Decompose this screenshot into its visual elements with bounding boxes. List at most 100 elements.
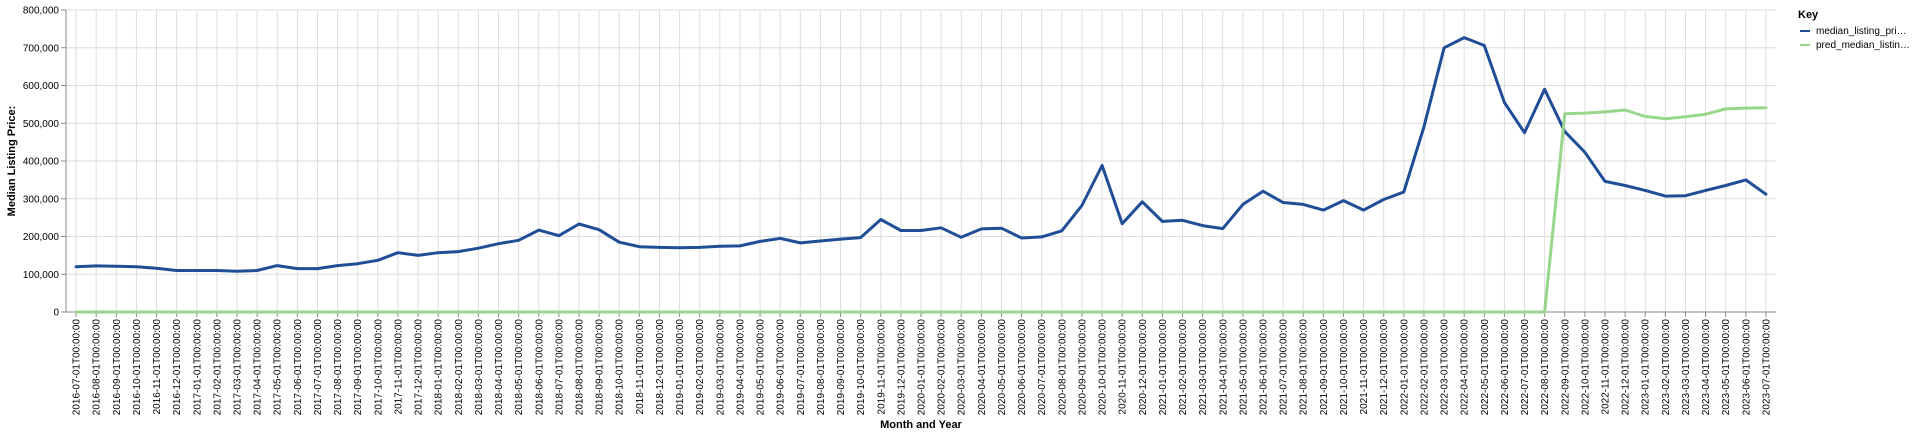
x-tick-label: 2020-04-01T00:00:00 xyxy=(977,319,988,416)
x-tick-label: 2020-02-01T00:00:00 xyxy=(937,319,948,416)
x-tick-label: 2022-01-01T00:00:00 xyxy=(1399,319,1410,416)
x-tick-label: 2017-01-01T00:00:00 xyxy=(192,319,203,416)
x-tick-label: 2017-09-01T00:00:00 xyxy=(353,319,364,416)
x-tick-label: 2019-01-01T00:00:00 xyxy=(675,319,686,416)
x-tick-label: 2022-04-01T00:00:00 xyxy=(1460,319,1471,416)
x-tick-label: 2021-10-01T00:00:00 xyxy=(1339,319,1350,416)
y-tick-label: 400,000 xyxy=(23,157,60,168)
x-tick-label: 2020-11-01T00:00:00 xyxy=(1118,319,1129,415)
x-tick-label: 2022-02-01T00:00:00 xyxy=(1419,319,1430,416)
x-tick-label: 2023-04-01T00:00:00 xyxy=(1701,319,1712,416)
x-tick-label: 2022-07-01T00:00:00 xyxy=(1520,319,1531,416)
y-tick-label: 300,000 xyxy=(23,194,60,205)
x-tick-label: 2016-11-01T00:00:00 xyxy=(152,319,163,415)
x-tick-label: 2017-12-01T00:00:00 xyxy=(414,319,425,416)
x-tick-label: 2018-09-01T00:00:00 xyxy=(595,319,606,416)
x-tick-label: 2019-07-01T00:00:00 xyxy=(796,319,807,416)
series-line-median-listing-price xyxy=(74,36,1768,273)
x-tick-label: 2023-03-01T00:00:00 xyxy=(1681,319,1692,416)
legend-label-pred-median-listing-price: pred_median_listin… xyxy=(1816,40,1910,51)
x-tick-label: 2018-05-01T00:00:00 xyxy=(514,319,525,416)
x-tick-label: 2020-09-01T00:00:00 xyxy=(1077,319,1088,416)
x-tick-label: 2021-08-01T00:00:00 xyxy=(1299,319,1310,416)
x-axis-title: Month and Year xyxy=(880,419,962,431)
x-tick-label: 2018-12-01T00:00:00 xyxy=(655,319,666,416)
x-tick-label: 2021-05-01T00:00:00 xyxy=(1238,319,1249,416)
x-tick-label: 2020-07-01T00:00:00 xyxy=(1037,319,1048,416)
y-axis-ticks: 0 100,000 200,000 300,000 400,000 500,000 600,… xyxy=(23,6,66,319)
x-tick-label: 2017-08-01T00:00:00 xyxy=(333,319,344,416)
x-tick-label: 2020-06-01T00:00:00 xyxy=(1017,319,1028,416)
x-tick-label: 2022-05-01T00:00:00 xyxy=(1480,319,1491,416)
x-tick-label: 2021-01-01T00:00:00 xyxy=(1158,319,1169,416)
x-tick-label: 2019-02-01T00:00:00 xyxy=(695,319,706,416)
x-tick-label: 2018-11-01T00:00:00 xyxy=(635,319,646,415)
x-tick-label: 2020-10-01T00:00:00 xyxy=(1098,319,1109,416)
x-tick-label: 2017-02-01T00:00:00 xyxy=(212,319,223,416)
x-axis-ticks: 2016-07-01T00:00:00 2016-08-01T00:00:00 20… xyxy=(72,312,1772,416)
series-line-pred-median-listing-price xyxy=(74,106,1768,314)
series-lines xyxy=(74,36,1768,314)
x-tick-label: 2018-03-01T00:00:00 xyxy=(474,319,485,416)
y-tick-label: 100,000 xyxy=(23,270,60,281)
x-tick-label: 2016-09-01T00:00:00 xyxy=(112,319,123,416)
x-tick-label: 2023-05-01T00:00:00 xyxy=(1721,319,1732,416)
y-tick-label: 800,000 xyxy=(23,6,60,17)
x-tick-label: 2021-12-01T00:00:00 xyxy=(1379,319,1390,416)
x-tick-label: 2017-05-01T00:00:00 xyxy=(273,319,284,416)
legend-title: Key xyxy=(1798,9,1819,21)
x-tick-label: 2022-10-01T00:00:00 xyxy=(1580,319,1591,416)
x-tick-label: 2021-06-01T00:00:00 xyxy=(1259,319,1270,416)
x-tick-label: 2016-08-01T00:00:00 xyxy=(92,319,103,416)
x-tick-label: 2023-02-01T00:00:00 xyxy=(1661,319,1672,416)
x-tick-label: 2016-07-01T00:00:00 xyxy=(72,319,83,416)
x-tick-label: 2021-03-01T00:00:00 xyxy=(1198,319,1209,416)
x-tick-label: 2021-07-01T00:00:00 xyxy=(1279,319,1290,416)
x-tick-label: 2023-06-01T00:00:00 xyxy=(1741,319,1752,416)
y-axis-title: Median Listing Price: xyxy=(6,106,18,217)
x-tick-label: 2018-02-01T00:00:00 xyxy=(454,319,465,416)
x-tick-label: 2019-09-01T00:00:00 xyxy=(836,319,847,416)
x-tick-label: 2019-08-01T00:00:00 xyxy=(816,319,827,416)
x-tick-label: 2018-08-01T00:00:00 xyxy=(575,319,586,416)
x-tick-label: 2019-03-01T00:00:00 xyxy=(715,319,726,416)
x-tick-label: 2019-11-01T00:00:00 xyxy=(876,319,887,415)
x-tick-label: 2017-03-01T00:00:00 xyxy=(233,319,244,416)
x-tick-label: 2018-06-01T00:00:00 xyxy=(534,319,545,416)
legend: Key median_listing_pri… pred_median_list… xyxy=(1798,9,1910,51)
x-tick-label: 2018-07-01T00:00:00 xyxy=(554,319,565,416)
y-tick-label: 700,000 xyxy=(23,43,60,54)
x-tick-label: 2020-12-01T00:00:00 xyxy=(1138,319,1149,416)
x-tick-label: 2022-11-01T00:00:00 xyxy=(1601,319,1612,415)
x-tick-label: 2023-07-01T00:00:00 xyxy=(1761,319,1772,416)
x-tick-label: 2019-05-01T00:00:00 xyxy=(756,319,767,416)
x-tick-label: 2022-06-01T00:00:00 xyxy=(1500,319,1511,416)
x-tick-label: 2019-04-01T00:00:00 xyxy=(735,319,746,416)
x-tick-label: 2022-08-01T00:00:00 xyxy=(1540,319,1551,416)
x-tick-label: 2018-01-01T00:00:00 xyxy=(434,319,445,416)
y-tick-label: 200,000 xyxy=(23,232,60,243)
x-tick-label: 2020-03-01T00:00:00 xyxy=(957,319,968,416)
x-tick-label: 2020-05-01T00:00:00 xyxy=(997,319,1008,416)
x-tick-label: 2016-10-01T00:00:00 xyxy=(132,319,143,416)
x-tick-label: 2019-10-01T00:00:00 xyxy=(856,319,867,416)
x-tick-label: 2022-09-01T00:00:00 xyxy=(1560,319,1571,416)
x-tick-label: 2017-10-01T00:00:00 xyxy=(373,319,384,416)
x-tick-label: 2021-11-01T00:00:00 xyxy=(1359,319,1370,415)
x-tick-label: 2019-06-01T00:00:00 xyxy=(776,319,787,416)
y-tick-label: 0 xyxy=(53,308,59,319)
x-tick-label: 2021-04-01T00:00:00 xyxy=(1218,319,1229,416)
x-tick-label: 2017-06-01T00:00:00 xyxy=(293,319,304,416)
legend-label-median-listing-price: median_listing_pri… xyxy=(1816,26,1907,37)
gridlines xyxy=(66,9,1776,313)
x-tick-label: 2021-02-01T00:00:00 xyxy=(1178,319,1189,416)
x-tick-label: 2016-12-01T00:00:00 xyxy=(172,319,183,416)
x-tick-label: 2022-12-01T00:00:00 xyxy=(1621,319,1632,416)
y-tick-label: 500,000 xyxy=(23,119,60,130)
x-tick-label: 2017-11-01T00:00:00 xyxy=(393,319,404,415)
x-tick-label: 2017-04-01T00:00:00 xyxy=(253,319,264,416)
x-tick-label: 2019-12-01T00:00:00 xyxy=(896,319,907,416)
x-tick-label: 2020-01-01T00:00:00 xyxy=(917,319,928,416)
x-tick-label: 2022-03-01T00:00:00 xyxy=(1440,319,1451,416)
